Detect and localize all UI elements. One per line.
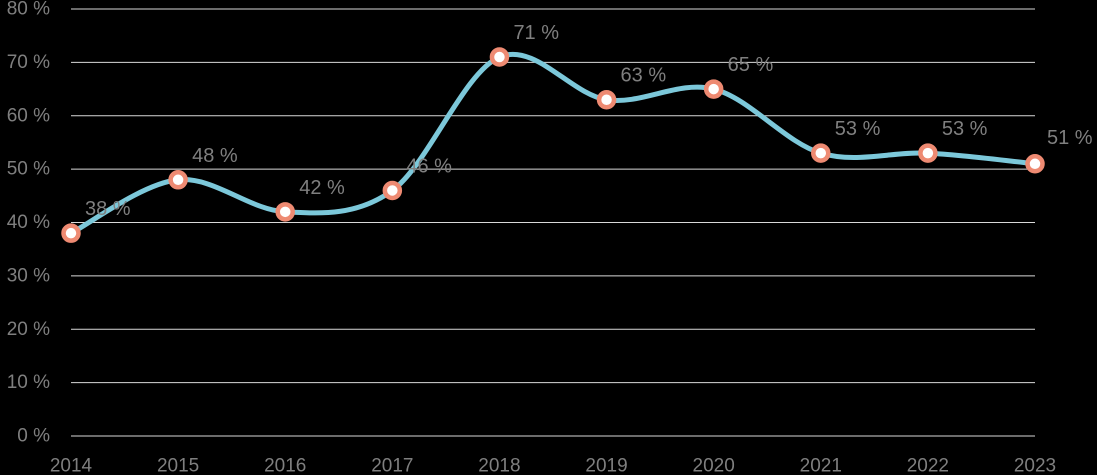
data-label: 65 %	[728, 54, 774, 76]
y-axis-tick-labels: 0 % 10 % 20 % 30 % 40 % 50 % 60 % 70 % 80 %	[7, 0, 50, 447]
x-tick-label: 2015	[157, 456, 199, 475]
data-label: 46 %	[406, 155, 452, 177]
data-label: 71 %	[513, 22, 559, 44]
data-label: 53 %	[942, 118, 988, 140]
data-label: 63 %	[621, 65, 667, 87]
data-point	[382, 180, 403, 201]
data-point	[596, 89, 617, 110]
y-tick-label: 60 %	[7, 105, 50, 126]
data-point	[1025, 154, 1045, 174]
data-point	[811, 143, 831, 163]
y-tick-label: 50 %	[7, 159, 50, 180]
y-tick-label: 10 %	[7, 372, 50, 393]
data-point	[168, 170, 188, 190]
x-tick-label: 2023	[1014, 456, 1056, 475]
data-label: 38 %	[85, 198, 131, 220]
y-tick-label: 30 %	[7, 265, 50, 286]
y-tick-label: 80 %	[7, 0, 50, 20]
x-axis-tick-labels: 2014 2015 2016 2017 2018 2019 2020 2021 2022 2023	[50, 456, 1056, 475]
x-tick-label: 2019	[585, 456, 627, 475]
data-label: 51 %	[1047, 127, 1093, 149]
data-label: 53 %	[835, 118, 881, 140]
y-tick-label: 20 %	[7, 319, 50, 340]
x-tick-label: 2018	[478, 456, 520, 475]
y-tick-label: 70 %	[7, 52, 50, 73]
x-tick-label: 2014	[50, 456, 93, 475]
data-labels: 38 % 48 % 42 % 46 % 71 % 63 % 65 % 53 % 53 % 51 %	[85, 22, 1093, 220]
data-label: 48 %	[192, 145, 238, 167]
y-tick-label: 0 %	[17, 426, 50, 447]
data-point	[918, 143, 938, 163]
y-tick-label: 40 %	[7, 212, 50, 233]
x-tick-label: 2021	[800, 456, 842, 475]
data-point	[61, 223, 81, 243]
data-point	[703, 79, 724, 99]
x-tick-label: 2017	[371, 456, 413, 475]
data-point	[489, 47, 510, 67]
data-label: 42 %	[299, 177, 345, 199]
data-markers	[61, 47, 1045, 243]
x-tick-label: 2022	[907, 456, 949, 475]
data-point	[275, 202, 295, 222]
series-line	[68, 52, 1038, 236]
gridlines	[71, 8, 1035, 437]
x-tick-label: 2020	[693, 456, 735, 475]
x-tick-label: 2016	[264, 456, 306, 475]
